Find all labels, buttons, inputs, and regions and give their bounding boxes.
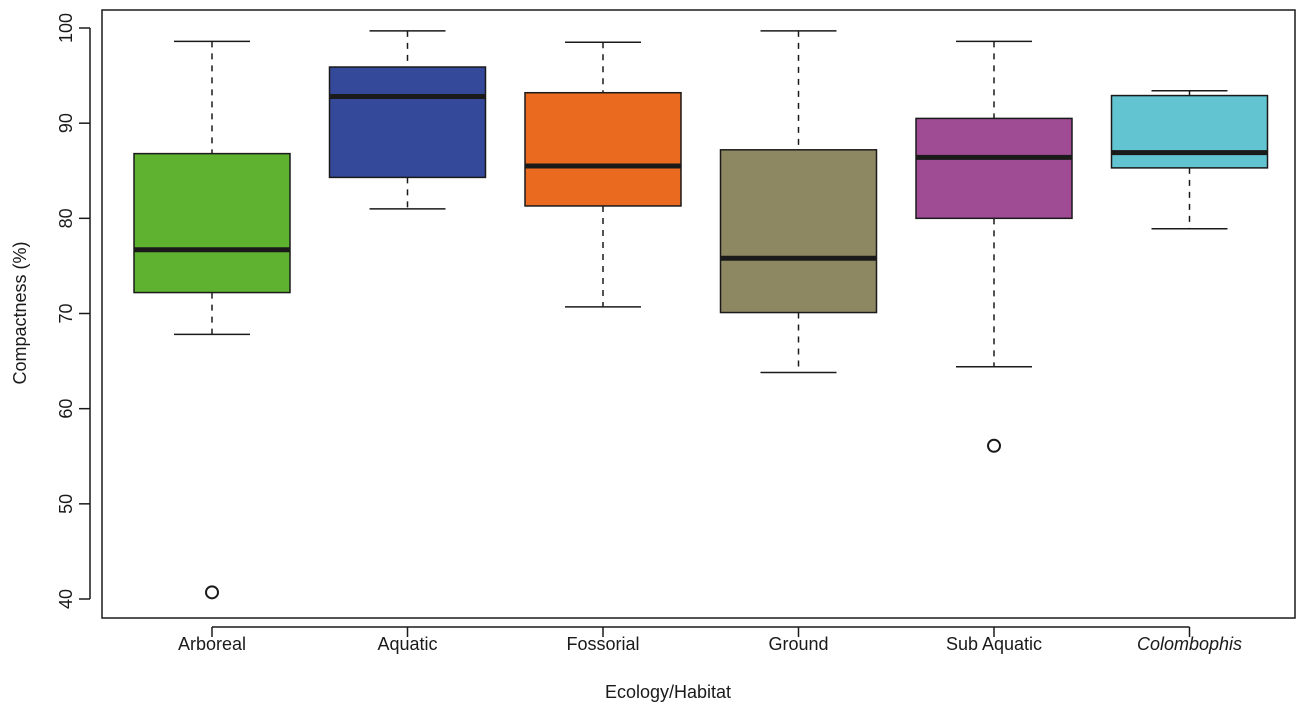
- plot-frame: [101, 9, 1296, 619]
- y-tick-label: 90: [56, 113, 76, 133]
- box-aquatic: [328, 30, 487, 210]
- box-fossorial: [524, 41, 682, 308]
- box-series: [133, 30, 1269, 600]
- x-tick-label: Arboreal: [178, 634, 246, 654]
- outlier-point: [205, 585, 219, 600]
- box-ground: [719, 30, 878, 374]
- x-tick-label: Aquatic: [377, 634, 437, 654]
- x-axis: Arboreal Aquatic Fossorial Ground Sub Aquati…: [178, 626, 1242, 654]
- x-axis-title: Ecology/Habitat: [605, 682, 731, 702]
- y-tick-label: 50: [56, 494, 76, 514]
- iqr-box: [328, 66, 487, 179]
- outlier-point: [987, 438, 1001, 453]
- iqr-box: [915, 117, 1073, 220]
- x-tick-label: Ground: [768, 634, 828, 654]
- x-tick-label: Fossorial: [566, 634, 639, 654]
- iqr-box: [719, 149, 878, 314]
- y-axis-title: Compactness (%): [10, 241, 30, 384]
- x-tick-label: Colombophis: [1137, 634, 1242, 654]
- box-arboreal: [133, 40, 291, 600]
- y-tick-label: 70: [56, 303, 76, 323]
- x-tick-label: Sub Aquatic: [946, 634, 1042, 654]
- iqr-box: [524, 91, 682, 207]
- y-tick-label: 100: [56, 13, 76, 43]
- y-tick-label: 40: [56, 589, 76, 609]
- box-colombophis: [1110, 90, 1269, 230]
- iqr-box: [1110, 94, 1269, 169]
- y-tick-label: 60: [56, 399, 76, 419]
- y-tick-label: 80: [56, 208, 76, 228]
- box-sub-aquatic: [915, 40, 1073, 453]
- y-axis: 40 50 60 70 80 90 100: [56, 13, 91, 609]
- iqr-box: [133, 152, 291, 294]
